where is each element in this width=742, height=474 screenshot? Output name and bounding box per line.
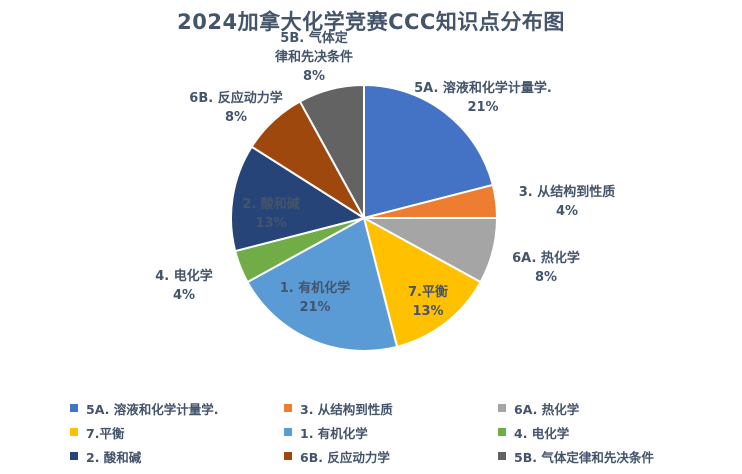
legend-swatch [498,428,506,436]
legend: 5A. 溶液和化学计量学. 3. 从结构到性质 6A. 热化学 7.平衡 1. 有机化学… [70,400,720,465]
legend-item: 4. 电化学 [498,424,712,441]
pie-chart: 5A. 溶液和化学计量学. 21% 3. 从结构到性质 4% 6A. 热化学 8% 7.平衡… [155,30,616,352]
slice-label: 6A. 热化学 8% [512,250,580,285]
legend-label: 6A. 热化学 [514,401,580,417]
legend-label: 5B. 气体定律和先决条件 [514,449,654,465]
pie-slice [363,83,495,220]
legend-swatch [70,404,78,412]
legend-swatch [284,452,292,460]
legend-item: 6B. 反应动力学 [284,448,498,465]
legend-swatch [498,404,506,412]
legend-swatch [284,428,292,436]
legend-label: 1. 有机化学 [300,425,368,441]
slice-label: 7.平衡 13% [408,284,448,319]
slice-label: 3. 从结构到性质 4% [519,184,616,219]
slice-label: 1. 有机化学 21% [280,280,351,315]
legend-label: 5A. 溶液和化学计量学. [86,401,219,417]
pie-slice [230,145,367,253]
pie-slice [362,216,482,349]
legend-item: 2. 酸和碱 [70,448,284,465]
slice-label: 5A. 溶液和化学计量学. 21% [414,80,552,115]
legend-item: 3. 从结构到性质 [284,400,498,417]
legend-item: 5A. 溶液和化学计量学. [70,400,284,417]
legend-label: 2. 酸和碱 [86,449,142,465]
legend-item: 7.平衡 [70,424,284,441]
pie-slice [246,216,399,352]
slice-label: 6B. 反应动力学 8% [189,90,282,125]
legend-swatch [284,404,292,412]
slice-label: 5B. 气体定律和先决条件 8% [275,30,353,84]
chart-title: 2024加拿大化学竞赛CCC知识点分布图 [177,10,565,34]
legend-label: 6B. 反应动力学 [300,449,390,465]
legend-item: 1. 有机化学 [284,424,498,441]
legend-label: 3. 从结构到性质 [300,401,393,417]
legend-swatch [70,452,78,460]
legend-label: 4. 电化学 [514,425,570,441]
legend-item: 6A. 热化学 [498,400,712,417]
legend-swatch [70,428,78,436]
slice-label: 4. 电化学 4% [155,268,213,303]
slice-label: 2. 酸和碱 13% [242,196,300,231]
pie-slice [298,83,365,219]
legend-swatch [498,452,506,460]
legend-item: 5B. 气体定律和先决条件 [498,448,712,465]
legend-label: 7.平衡 [86,425,125,441]
